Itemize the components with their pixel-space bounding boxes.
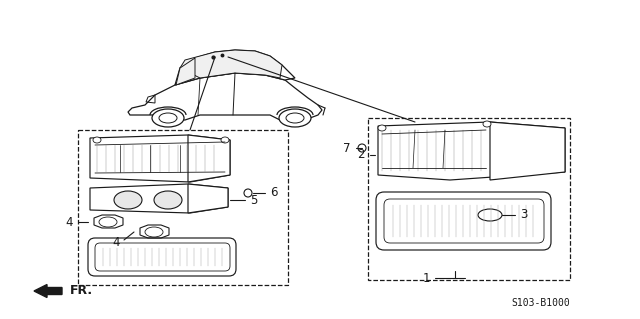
Ellipse shape: [99, 217, 117, 227]
Text: 4: 4: [65, 216, 73, 228]
Ellipse shape: [286, 113, 304, 123]
Ellipse shape: [478, 209, 502, 221]
Polygon shape: [128, 73, 322, 120]
Polygon shape: [90, 135, 230, 182]
Ellipse shape: [244, 189, 252, 197]
Polygon shape: [94, 215, 123, 228]
Text: 1: 1: [422, 271, 430, 285]
Ellipse shape: [483, 121, 491, 127]
FancyArrow shape: [34, 285, 62, 298]
Text: 7: 7: [342, 142, 350, 154]
Ellipse shape: [358, 144, 366, 152]
Ellipse shape: [279, 109, 311, 127]
Ellipse shape: [154, 191, 182, 209]
Polygon shape: [180, 50, 282, 78]
Text: 5: 5: [250, 194, 257, 206]
Ellipse shape: [159, 113, 177, 123]
Polygon shape: [188, 184, 228, 213]
Polygon shape: [490, 122, 565, 180]
Text: S103-B1000: S103-B1000: [511, 298, 570, 308]
Polygon shape: [188, 135, 230, 182]
Ellipse shape: [221, 137, 229, 143]
Text: 3: 3: [520, 209, 527, 221]
Text: FR.: FR.: [70, 285, 93, 298]
Text: 4: 4: [113, 236, 120, 249]
Bar: [368, 118, 570, 280]
Ellipse shape: [152, 109, 184, 127]
Text: 6: 6: [270, 186, 278, 198]
Polygon shape: [176, 58, 195, 85]
Ellipse shape: [93, 137, 101, 143]
Ellipse shape: [378, 125, 386, 131]
Bar: [78, 130, 288, 285]
Polygon shape: [175, 50, 295, 85]
Text: 2: 2: [358, 149, 365, 161]
Ellipse shape: [114, 191, 142, 209]
Polygon shape: [90, 184, 228, 213]
Ellipse shape: [145, 227, 163, 237]
Polygon shape: [140, 225, 169, 238]
Polygon shape: [378, 122, 565, 180]
